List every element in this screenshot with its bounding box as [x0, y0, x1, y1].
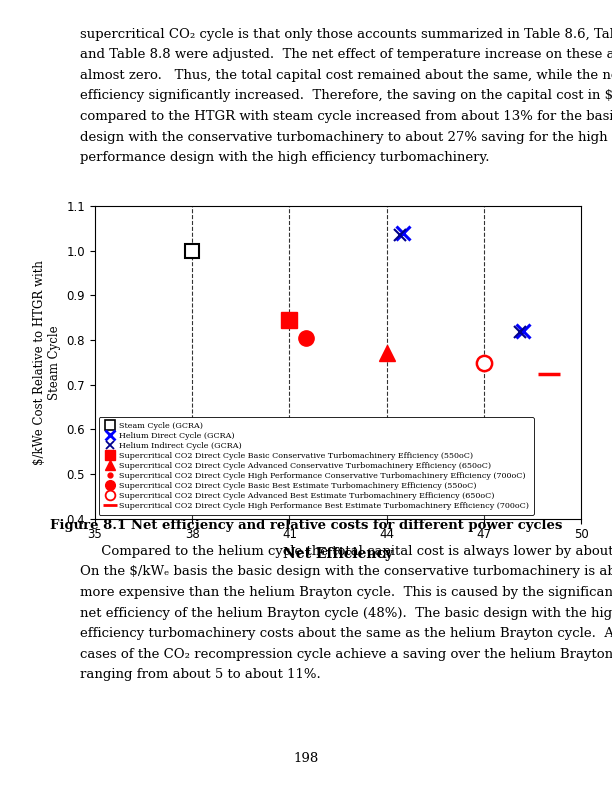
Text: performance design with the high efficiency turbomachinery.: performance design with the high efficie…	[80, 151, 489, 164]
Text: and Table 8.8 were adjusted.  The net effect of temperature increase on these ac: and Table 8.8 were adjusted. The net eff…	[80, 48, 612, 61]
Text: On the $/kWₑ basis the basic design with the conservative turbomachinery is abou: On the $/kWₑ basis the basic design with…	[80, 565, 612, 578]
Text: net efficiency of the helium Brayton cycle (48%).  The basic design with the hig: net efficiency of the helium Brayton cyc…	[80, 607, 612, 619]
Y-axis label: $/kWe Cost Relative to HTGR with
Steam Cycle: $/kWe Cost Relative to HTGR with Steam C…	[33, 260, 61, 465]
Text: Figure 8.1 Net efficiency and relative costs for different power cycles: Figure 8.1 Net efficiency and relative c…	[50, 519, 562, 532]
Text: almost zero.   Thus, the total capital cost remained about the same, while the n: almost zero. Thus, the total capital cos…	[80, 69, 612, 82]
X-axis label: Net Efficiency: Net Efficiency	[283, 547, 393, 561]
Text: efficiency significantly increased.  Therefore, the saving on the capital cost i: efficiency significantly increased. Ther…	[80, 89, 612, 102]
Text: design with the conservative turbomachinery to about 27% saving for the high: design with the conservative turbomachin…	[80, 131, 607, 143]
Text: ranging from about 5 to about 11%.: ranging from about 5 to about 11%.	[80, 668, 320, 681]
Text: compared to the HTGR with steam cycle increased from about 13% for the basic cyc: compared to the HTGR with steam cycle in…	[80, 110, 612, 123]
Text: efficiency turbomachinery costs about the same as the helium Brayton cycle.  All: efficiency turbomachinery costs about th…	[80, 627, 612, 640]
Text: Compared to the helium cycle the total capital cost is always lower by about 10%: Compared to the helium cycle the total c…	[80, 545, 612, 558]
Text: 198: 198	[293, 752, 319, 765]
Legend: Steam Cycle (GCRA), Helium Direct Cycle (GCRA), Helium Indirect Cycle (GCRA), Su: Steam Cycle (GCRA), Helium Direct Cycle …	[99, 417, 534, 515]
Text: supercritical CO₂ cycle is that only those accounts summarized in Table 8.6, Tab: supercritical CO₂ cycle is that only tho…	[80, 28, 612, 40]
Text: more expensive than the helium Brayton cycle.  This is caused by the significant: more expensive than the helium Brayton c…	[80, 586, 612, 599]
Text: cases of the CO₂ recompression cycle achieve a saving over the helium Brayton cy: cases of the CO₂ recompression cycle ach…	[80, 648, 612, 661]
